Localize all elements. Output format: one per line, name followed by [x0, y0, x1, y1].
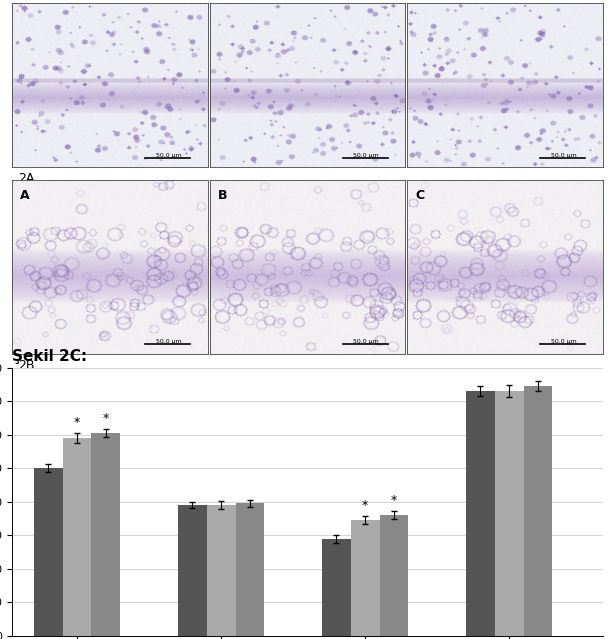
- Text: Şekil 2C:: Şekil 2C:: [12, 348, 87, 364]
- Bar: [466, 391, 495, 636]
- Bar: [63, 438, 91, 636]
- Bar: [495, 391, 524, 636]
- Text: *: *: [103, 412, 109, 424]
- Text: C: C: [415, 189, 424, 202]
- Text: 50.0 μm: 50.0 μm: [156, 339, 181, 344]
- Text: A: A: [20, 189, 30, 202]
- Text: 50.0 μm: 50.0 μm: [353, 153, 379, 158]
- Text: *: *: [74, 416, 80, 429]
- Text: 50.0 μm: 50.0 μm: [353, 339, 379, 344]
- Bar: [524, 386, 552, 636]
- Text: *: *: [391, 494, 397, 507]
- Text: 50.0 μm: 50.0 μm: [156, 153, 181, 158]
- Bar: [322, 539, 351, 636]
- Bar: [33, 468, 63, 636]
- Bar: [379, 515, 409, 636]
- Text: 50.0 μm: 50.0 μm: [551, 339, 577, 344]
- Text: B: B: [217, 189, 227, 202]
- Bar: [351, 520, 379, 636]
- Bar: [206, 505, 236, 636]
- Text: 2A: 2A: [18, 172, 35, 185]
- Text: 2B: 2B: [18, 359, 35, 372]
- Text: *: *: [362, 498, 368, 512]
- Bar: [91, 433, 120, 636]
- Bar: [236, 504, 264, 636]
- Text: 50.0 μm: 50.0 μm: [551, 153, 577, 158]
- Bar: [178, 505, 206, 636]
